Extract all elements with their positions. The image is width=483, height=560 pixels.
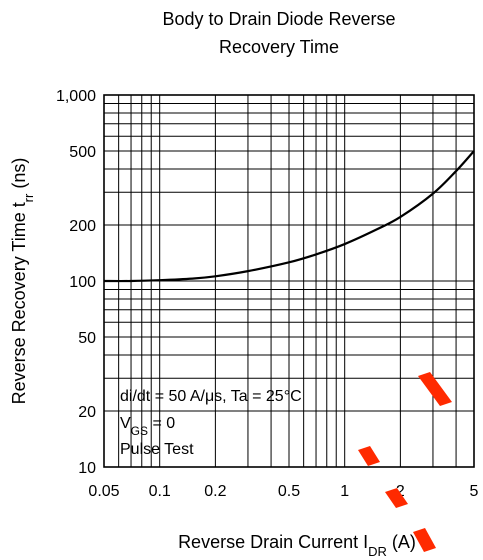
- y-tick-label: 1,000: [56, 88, 96, 105]
- y-axis-title-sub: rr: [21, 193, 36, 202]
- annotation-vgs-rest: = 0: [148, 415, 175, 432]
- y-tick-label: 50: [78, 330, 96, 347]
- y-tick-label: 100: [69, 274, 96, 291]
- y-tick-label: 200: [69, 218, 96, 235]
- y-axis-title: Reverse Recovery Time trr (ns): [9, 158, 36, 405]
- annotation-vgs-sub: GS: [131, 424, 148, 438]
- x-tick-label: 0.2: [204, 483, 226, 500]
- annotation-didt: di/dt = 50 A/μs, Ta = 25°C: [120, 388, 302, 405]
- x-tick-label: 1: [340, 483, 349, 500]
- series-line: [103, 150, 475, 283]
- annotation-vgs-main: V: [120, 415, 131, 432]
- y-tick-label: 10: [78, 460, 96, 477]
- y-tick-label: 20: [78, 404, 96, 421]
- annotation-pulse-test: Pulse Test: [120, 441, 194, 458]
- x-tick-label: 2: [396, 483, 405, 500]
- tick-labels: 0.05 0.1 0.2 0.5 1 2 5 10 20 50 100 200 500 1,000: [56, 88, 479, 500]
- x-axis-title-main: Reverse Drain Current I: [178, 532, 368, 552]
- x-tick-label: 0.1: [149, 483, 171, 500]
- chart-title-line-1: Body to Drain Diode Reverse: [162, 9, 395, 29]
- x-tick-label: 0.5: [278, 483, 300, 500]
- y-tick-label: 500: [69, 144, 96, 161]
- x-axis-title-unit: (A): [387, 532, 416, 552]
- chart-title-line-2: Recovery Time: [219, 37, 339, 57]
- annotation-vgs: VGS = 0: [120, 415, 175, 438]
- x-tick-label: 0.05: [88, 483, 119, 500]
- y-axis-title-main: Reverse Recovery Time t: [9, 202, 29, 404]
- x-axis-title-sub: DR: [368, 544, 387, 559]
- y-axis-title-unit: (ns): [9, 158, 29, 194]
- x-tick-label: 5: [470, 483, 479, 500]
- x-axis-title: Reverse Drain Current IDR (A): [178, 532, 416, 559]
